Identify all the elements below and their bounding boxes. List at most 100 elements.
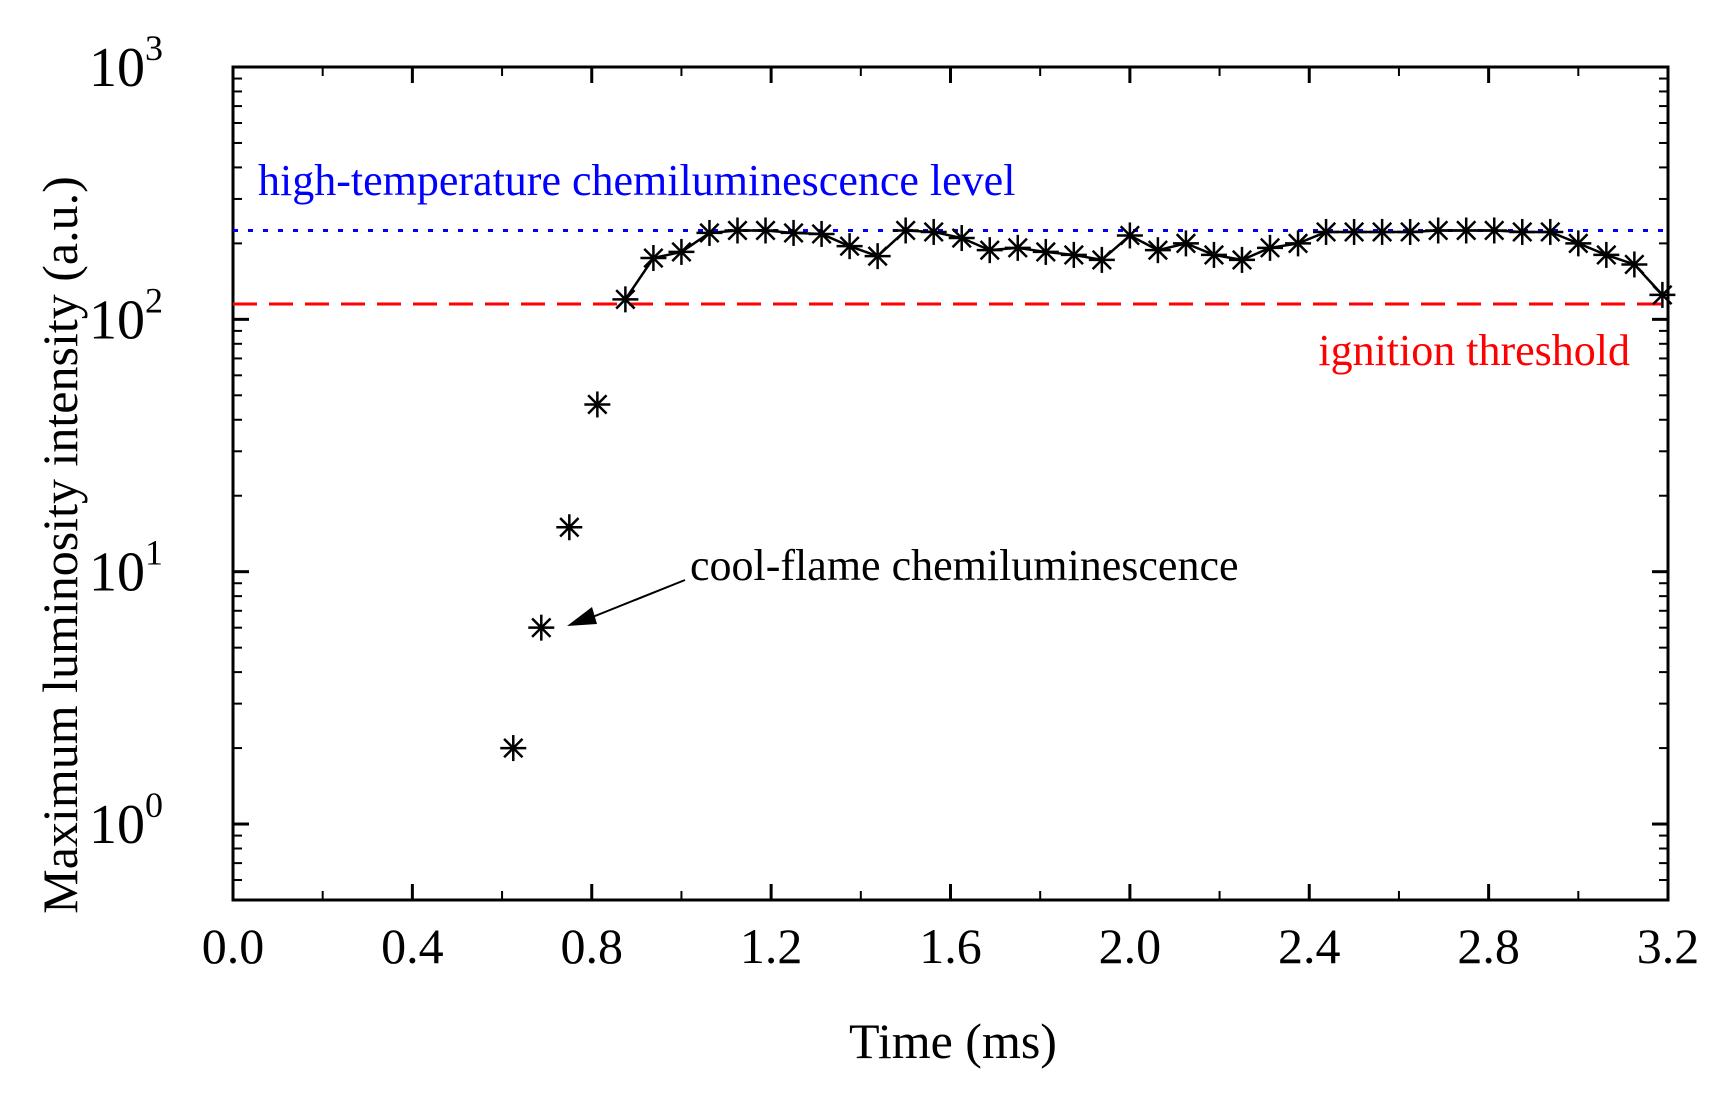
- x-tick-label: 2.4: [1278, 918, 1341, 974]
- data-point-stroke: [923, 221, 944, 243]
- data-point-stroke: [559, 517, 580, 538]
- data-point: [1425, 217, 1452, 244]
- data-point: [528, 614, 555, 641]
- data-point-stroke: [1512, 221, 1533, 243]
- y-tick-label: 100: [89, 785, 163, 856]
- data-point-stroke: [1400, 221, 1421, 243]
- data-point-stroke: [839, 236, 860, 257]
- data-point: [808, 220, 835, 247]
- data-point: [1200, 241, 1227, 268]
- data-point-stroke: [1540, 221, 1561, 243]
- data-point: [1369, 218, 1396, 245]
- data-point-stroke: [895, 220, 916, 241]
- x-tick-label: 3.2: [1637, 918, 1700, 974]
- y-tick-label: 102: [89, 280, 163, 351]
- data-point-stroke: [867, 246, 888, 267]
- data-point-stroke: [1596, 244, 1617, 266]
- data-point: [1453, 217, 1480, 244]
- data-point-stroke: [1344, 221, 1365, 243]
- data-point: [1537, 218, 1564, 245]
- data-point-stroke: [615, 289, 636, 310]
- data-point-stroke: [951, 227, 972, 249]
- data-point: [836, 233, 863, 260]
- data-point-stroke: [643, 247, 664, 269]
- data-point-stroke: [811, 223, 832, 245]
- data-point: [500, 735, 527, 762]
- x-tick-label: 2.8: [1457, 918, 1520, 974]
- data-point: [1172, 230, 1199, 257]
- data-point-stroke: [1456, 220, 1477, 241]
- data-point: [724, 217, 751, 244]
- data-point-stroke: [1372, 221, 1393, 243]
- data-point: [1004, 234, 1031, 261]
- data-point-stroke: [1063, 244, 1084, 266]
- data-point-stroke: [1203, 244, 1225, 266]
- data-point: [976, 237, 1003, 264]
- data-point-stroke: [755, 220, 776, 241]
- cool-flame-arrow: [589, 579, 686, 619]
- data-point: [612, 286, 639, 313]
- data-point-stroke: [1624, 254, 1645, 275]
- data-point: [696, 219, 723, 246]
- data-point: [780, 219, 807, 246]
- data-point-stroke: [1484, 220, 1505, 241]
- data-point-stroke: [1091, 249, 1112, 270]
- data-point: [1341, 218, 1368, 245]
- data-point-stroke: [727, 220, 748, 241]
- data-point: [948, 225, 975, 252]
- data-point: [1565, 230, 1592, 257]
- data-point: [1481, 217, 1508, 244]
- data-point-stroke: [1315, 221, 1337, 243]
- data-point-stroke: [783, 222, 804, 244]
- y-tick-label: 103: [89, 28, 163, 99]
- data-point: [1397, 218, 1424, 245]
- data-point: [1228, 246, 1255, 273]
- data-point: [892, 217, 919, 244]
- data-point-stroke: [1287, 233, 1309, 254]
- ignition-threshold-label: ignition threshold: [1318, 326, 1630, 375]
- data-point-stroke: [1259, 237, 1281, 258]
- cool-flame-label: cool-flame chemiluminescence: [690, 541, 1239, 590]
- data-point-stroke: [503, 737, 524, 759]
- x-tick-label: 0.4: [381, 918, 444, 974]
- data-point-stroke: [1119, 225, 1140, 246]
- y-axis-label: Maximum luminosity intensity (a.u.): [32, 176, 88, 913]
- data-point-stroke: [1568, 233, 1589, 254]
- y-tick-label: 101: [89, 533, 163, 604]
- x-tick-label: 2.0: [1099, 918, 1162, 974]
- data-point: [864, 243, 891, 270]
- data-point-stroke: [1175, 233, 1197, 254]
- data-point: [1144, 237, 1171, 264]
- data-point: [1621, 251, 1648, 278]
- data-point: [668, 238, 695, 265]
- x-tick-label: 0.8: [561, 918, 624, 974]
- data-point: [640, 245, 667, 272]
- data-point: [584, 391, 611, 418]
- x-tick-label: 0.0: [202, 918, 265, 974]
- x-tick-label: 1.6: [919, 918, 982, 974]
- data-point: [556, 514, 583, 541]
- data-point-stroke: [1428, 220, 1449, 241]
- data-point-stroke: [531, 617, 552, 638]
- data-point: [1313, 218, 1340, 245]
- data-point: [920, 218, 947, 245]
- data-point: [1593, 241, 1620, 268]
- data-point-stroke: [1035, 241, 1056, 263]
- data-point: [1649, 281, 1676, 308]
- data-point-stroke: [699, 222, 720, 244]
- data-point-stroke: [587, 394, 608, 415]
- data-point-stroke: [671, 241, 692, 263]
- data-point-stroke: [1231, 249, 1253, 270]
- data-point: [1285, 230, 1312, 257]
- high-temp-level-label: high-temperature chemiluminescence level: [258, 156, 1015, 205]
- cool-flame-arrowhead: [567, 607, 597, 626]
- data-point: [1257, 234, 1284, 261]
- x-tick-label: 1.2: [740, 918, 803, 974]
- data-point: [752, 217, 779, 244]
- data-point-stroke: [1652, 284, 1673, 305]
- data-point: [1060, 241, 1087, 268]
- data-point-stroke: [1147, 240, 1168, 261]
- x-axis-label: Time (ms): [849, 1013, 1057, 1069]
- series-line: [624, 229, 1664, 301]
